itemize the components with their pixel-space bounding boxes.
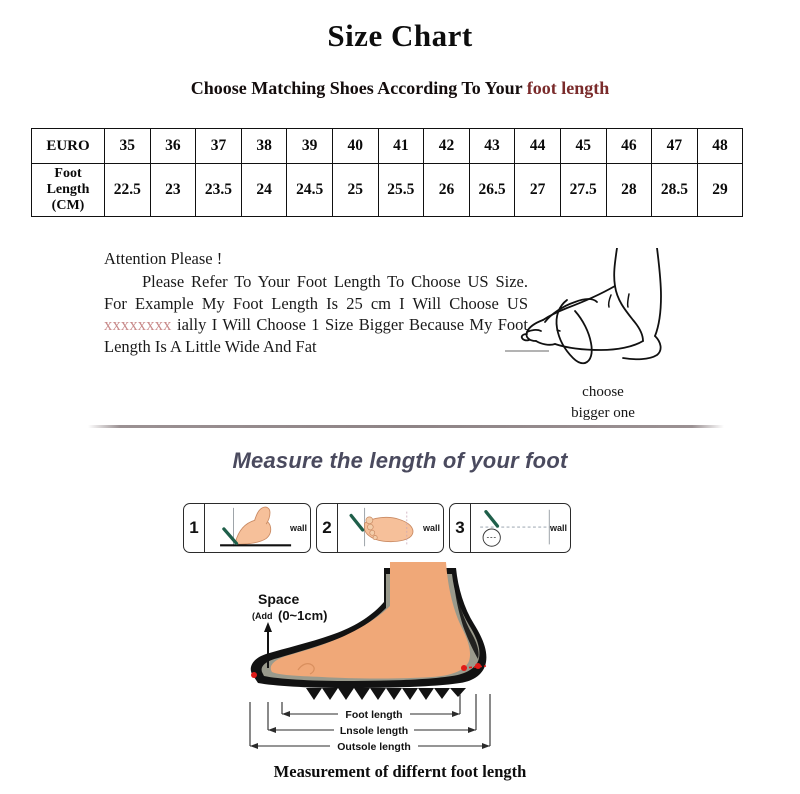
attention-text-part2: ially I Will Choose 1 Size Bigger Becaus… [104, 315, 528, 357]
marker-connector [463, 665, 487, 669]
ankle-shape [254, 506, 271, 525]
step-panel-1: 1 wall [183, 503, 311, 553]
heel-shadow [454, 582, 479, 659]
step-1-svg [220, 506, 292, 547]
step-1-illustration: wall [205, 504, 310, 552]
page-title: Size Chart [327, 18, 473, 53]
pencil-icon [349, 513, 365, 532]
foot-length-cell: 24 [240, 163, 288, 217]
caption-line-2: bigger one [571, 404, 635, 421]
foot-length-cell: 26.5 [468, 163, 516, 217]
subtitle-main-text: Choose Matching Shoes According To Your [190, 78, 527, 98]
euro-cell: 43 [468, 128, 516, 164]
sole-tread [306, 688, 466, 700]
foot-shape [270, 562, 471, 679]
foot-length-cell: 24.5 [286, 163, 333, 217]
euro-cell: 38 [240, 128, 288, 164]
step-2-illustration: wall [338, 504, 443, 552]
row-header-line: (CM) [51, 198, 85, 214]
foot-length-cell: 26 [423, 163, 470, 217]
foot-length-cell: 28 [605, 163, 653, 217]
foot-length-cell: 27.5 [559, 163, 607, 217]
choose-bigger-caption: choose bigger one [528, 382, 678, 423]
euro-cell: 46 [605, 128, 653, 164]
section-divider [88, 425, 724, 428]
euro-cell: 45 [559, 128, 607, 164]
dim-label-bg [338, 707, 410, 721]
euro-cell: 40 [331, 128, 379, 164]
attention-heading: Attention Please ! [104, 249, 223, 268]
row-header-euro: EURO [31, 128, 105, 164]
step-panel-3: 3 wall [449, 503, 571, 553]
space-arrow [264, 622, 272, 668]
euro-cell: 42 [423, 128, 470, 164]
foot-length-cell: 25.5 [377, 163, 425, 217]
row-header-line: Length [46, 181, 90, 197]
row-header-foot-length: Foot Length (CM) [31, 163, 105, 217]
table-row-foot-length: Foot Length (CM) 22.5 23 23.5 24 24.5 25 2… [31, 163, 744, 217]
size-chart-table: EURO 35 36 37 38 39 40 41 42 43 44 45 46… [31, 128, 744, 217]
attention-text-part1: Please Refer To Your Foot Length To Choo… [104, 271, 528, 313]
attention-block: Attention Please ! Please Refer To Your … [104, 248, 528, 358]
euro-cell: 39 [286, 128, 333, 164]
page-subtitle: Choose Matching Shoes According To Your … [0, 78, 800, 99]
step-number-3: 3 [450, 504, 471, 552]
marker-toe [251, 672, 257, 678]
dim-label-bg [334, 723, 414, 737]
space-value: (0~1cm) [278, 608, 328, 623]
euro-cell: 44 [514, 128, 561, 164]
foot-length-cell: 23.5 [195, 163, 242, 217]
toe [369, 529, 376, 536]
wall-label-1: wall [289, 523, 307, 533]
foot-length-cell: 23 [149, 163, 197, 217]
euro-cell: 48 [696, 128, 744, 164]
foot-side-profile-illustration [505, 247, 695, 378]
subtitle-accent-text: foot length [526, 78, 610, 98]
toe [365, 516, 374, 525]
dimension-label-foot-length: Foot length [345, 709, 402, 721]
euro-cell: 41 [377, 128, 425, 164]
foot-length-cell: 27 [514, 163, 561, 217]
euro-cell: 36 [149, 128, 197, 164]
toe [367, 523, 374, 531]
wall-label-2: wall [422, 523, 440, 533]
toe-crease [297, 663, 315, 675]
dimension-label-outsole-length: Outsole length [337, 741, 411, 753]
space-label: Space [258, 591, 299, 607]
wall-label-3: wall [549, 523, 567, 533]
foot-length-cell: 28.5 [651, 163, 698, 217]
foot-side-profile-svg [505, 247, 662, 365]
shoe-measurement-diagram: Space (Add (0~1cm) Foot length Lnsole le… [238, 562, 526, 754]
attention-redacted-text: xxxxxxxx [104, 315, 172, 335]
step-3-svg [480, 509, 552, 547]
pencil-icon [222, 527, 239, 545]
foot-shape [234, 519, 272, 545]
step-panel-2: 2 wall [316, 503, 444, 553]
attention-body: Please Refer To Your Foot Length To Choo… [104, 271, 528, 358]
step-number-1: 1 [184, 504, 205, 552]
foot-length-cell: 25 [331, 163, 379, 217]
bottom-caption: Measurement of differnt foot length [273, 762, 527, 781]
dim-label-bg [330, 739, 418, 753]
measure-section-heading: Measure the length of your foot [232, 448, 568, 473]
pencil-icon [484, 510, 500, 528]
foot-length-cell: 22.5 [104, 163, 151, 217]
euro-cell: 35 [104, 128, 151, 164]
measurement-callout-circle [482, 528, 501, 547]
step-3-illustration: wall [471, 504, 570, 552]
caption-line-1: choose [582, 384, 624, 400]
table-row-euro: EURO 35 36 37 38 39 40 41 42 43 44 45 46… [31, 128, 744, 164]
foot-length-cell: 29 [696, 163, 744, 217]
euro-cell: 37 [195, 128, 242, 164]
shoe-measurement-svg: Space (Add (0~1cm) Foot length Lnsole le… [249, 562, 491, 753]
step-2-svg [349, 507, 414, 547]
toe [372, 535, 378, 541]
space-sub-prefix: (Add [252, 611, 273, 621]
step-number-2: 2 [317, 504, 338, 552]
row-header-line: Foot [54, 165, 82, 181]
dimension-label-insole-length: Lnsole length [340, 725, 408, 737]
measurement-steps: 1 wall 2 wall [183, 503, 571, 553]
euro-cell: 47 [651, 128, 698, 164]
